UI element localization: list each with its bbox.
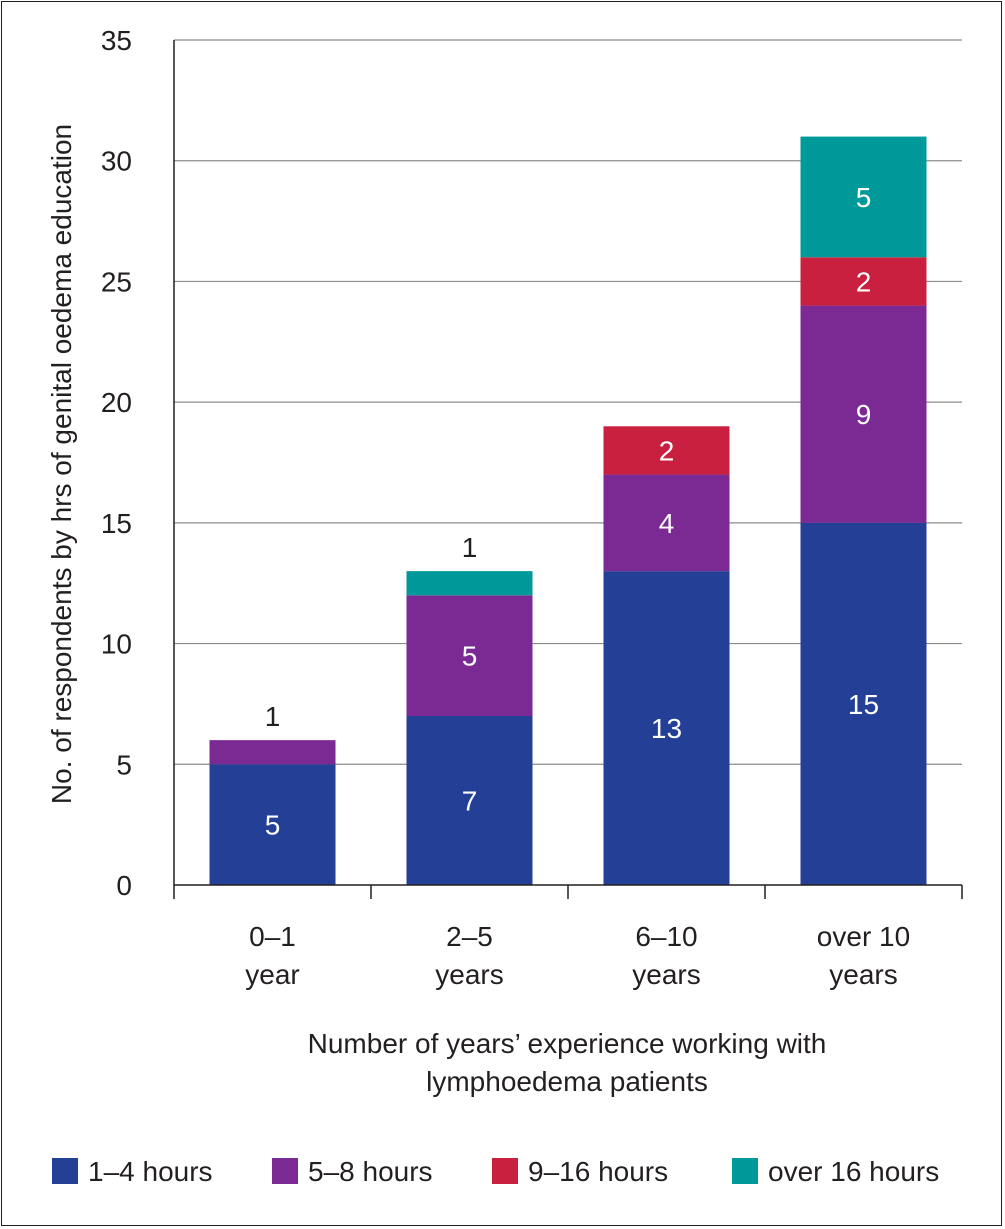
legend-label: over 16 hours — [768, 1156, 939, 1187]
bar-segment — [406, 595, 533, 716]
data-label: 1 — [462, 532, 478, 563]
y-axis-title: No. of respondents by hrs of genital oed… — [46, 124, 77, 804]
legend-swatch — [492, 1158, 518, 1184]
data-label: 2 — [659, 435, 675, 466]
data-label: 7 — [462, 786, 478, 817]
legend-label: 5–8 hours — [308, 1156, 433, 1187]
bar-segment — [603, 571, 730, 885]
data-label: 5 — [265, 810, 281, 841]
y-tick-label: 20 — [101, 387, 132, 418]
data-label: 5 — [856, 182, 872, 213]
bar-segment — [209, 740, 336, 765]
data-label: 5 — [462, 641, 478, 672]
x-tick-label: year — [245, 959, 299, 990]
legend-swatch — [52, 1158, 78, 1184]
data-label: 13 — [651, 713, 682, 744]
x-tick-label: years — [632, 959, 700, 990]
x-tick-label: 0–1 — [249, 921, 296, 952]
x-tick-label: years — [829, 959, 897, 990]
y-tick-label: 5 — [116, 749, 132, 780]
data-label: 9 — [856, 399, 872, 430]
x-tick-label: 2–5 — [446, 921, 493, 952]
x-tick-label: over 10 — [817, 921, 910, 952]
y-tick-label: 10 — [101, 629, 132, 660]
data-label: 2 — [856, 266, 872, 297]
data-label: 1 — [265, 701, 281, 732]
x-axis-title-line-2: lymphoedema patients — [426, 1066, 708, 1097]
y-tick-label: 30 — [101, 146, 132, 177]
y-tick-label: 25 — [101, 266, 132, 297]
legend-swatch — [732, 1158, 758, 1184]
data-label: 15 — [848, 689, 879, 720]
bar-segment — [800, 522, 927, 885]
y-tick-label: 35 — [101, 25, 132, 56]
x-tick-label: 6–10 — [635, 921, 697, 952]
x-axis-title-line-1: Number of years’ experience working with — [308, 1028, 827, 1059]
axes — [173, 40, 963, 899]
legend-label: 1–4 hours — [88, 1156, 213, 1187]
bar-segment — [603, 426, 730, 475]
bar-segment — [209, 764, 336, 885]
y-tick-label: 15 — [101, 508, 132, 539]
bar-segment — [800, 305, 927, 523]
bar-segment — [800, 136, 927, 258]
legend-label: 9–16 hours — [528, 1156, 668, 1187]
bars: 5 1 7 5 1 13 4 2 15 9 2 5 — [209, 136, 927, 885]
legend-swatch — [272, 1158, 298, 1184]
y-tick-label: 0 — [116, 870, 132, 901]
bar-segment — [406, 716, 533, 885]
bar-segment — [800, 257, 927, 306]
bar-segment — [406, 571, 533, 596]
bar-segment — [603, 474, 730, 572]
y-tick-labels: 0 5 10 15 20 25 30 35 — [101, 25, 132, 901]
legend: 1–4 hours 5–8 hours 9–16 hours over 16 hour… — [52, 1156, 939, 1187]
x-tick-labels: 0–1 year 2–5 years 6–10 years over 10 years — [245, 921, 910, 990]
data-label: 4 — [659, 508, 675, 539]
x-tick-label: years — [435, 959, 503, 990]
